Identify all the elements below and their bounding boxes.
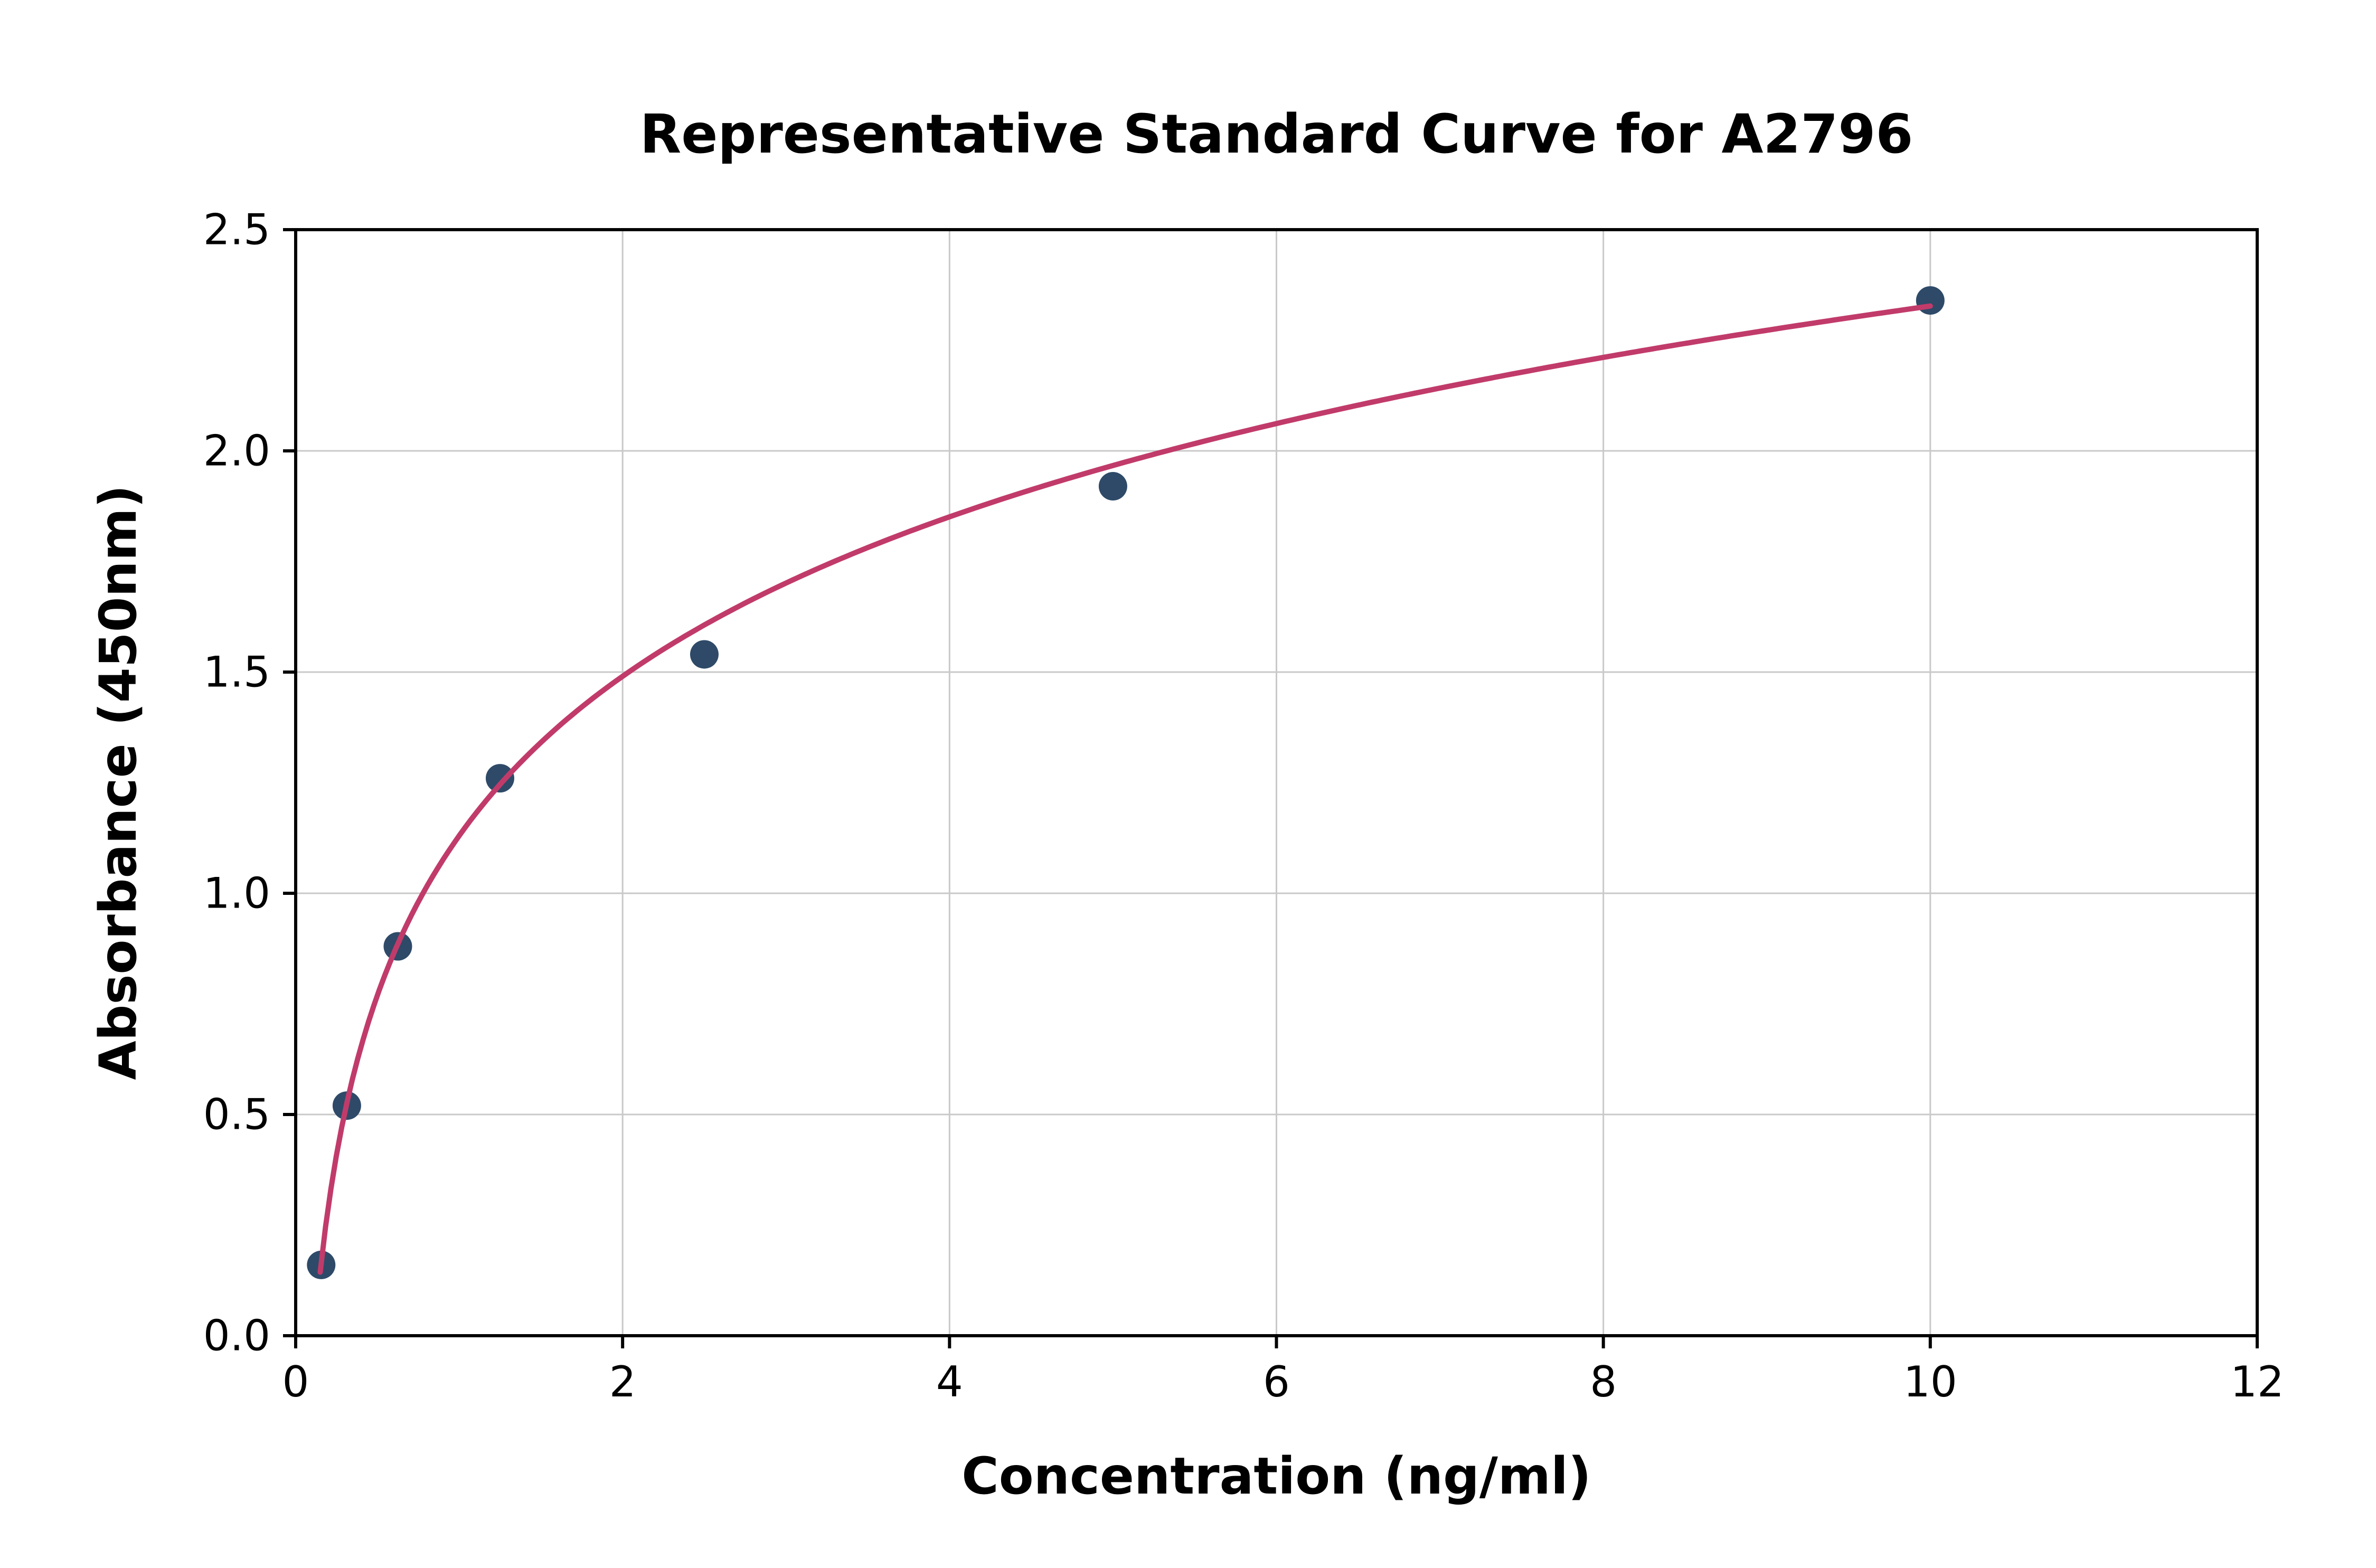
x-tick-label: 12 [2230, 1357, 2284, 1406]
x-tick-label: 8 [1590, 1357, 1617, 1406]
x-tick-label: 10 [1903, 1357, 1957, 1406]
data-point [485, 764, 514, 793]
x-axis-label: Concentration (ng/ml) [961, 1447, 1591, 1506]
x-tick-label: 2 [609, 1357, 636, 1406]
data-point [1916, 286, 1945, 315]
data-point [690, 640, 719, 669]
data-point [1098, 472, 1127, 501]
fit-curve [317, 303, 1933, 1275]
x-tick-label: 6 [1263, 1357, 1290, 1406]
y-tick-label: 1.0 [203, 869, 270, 918]
y-tick-label: 2.5 [203, 205, 270, 254]
x-tick-label: 4 [936, 1357, 963, 1406]
y-axis-label: Absorbance (450nm) [89, 485, 148, 1080]
y-tick-label: 1.5 [203, 648, 270, 697]
chart-title: Representative Standard Curve for A2796 [639, 103, 1913, 166]
y-tick-label: 0.0 [203, 1311, 270, 1361]
x-tick-label: 0 [282, 1357, 309, 1406]
y-tick-label: 2.0 [203, 427, 270, 476]
y-tick-label: 0.5 [203, 1090, 270, 1139]
